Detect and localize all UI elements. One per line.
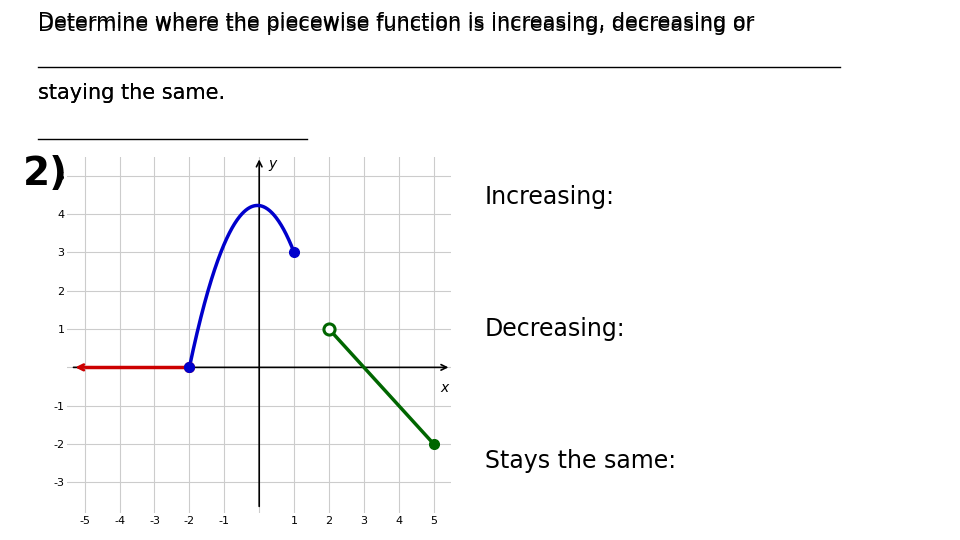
Text: Determine where the piecewise function is increasing, decreasing or: Determine where the piecewise function i… [38, 12, 755, 32]
Text: Determine where the piecewise function is increasing, decreasing or: Determine where the piecewise function i… [38, 15, 755, 35]
Text: staying the same.: staying the same. [38, 83, 226, 103]
Text: x: x [440, 381, 448, 395]
Text: 2): 2) [23, 155, 68, 193]
Text: Stays the same:: Stays the same: [485, 449, 676, 473]
Text: staying the same.: staying the same. [38, 83, 226, 103]
Text: Increasing:: Increasing: [485, 185, 614, 209]
Text: y: y [268, 157, 276, 171]
Text: Decreasing:: Decreasing: [485, 317, 625, 341]
